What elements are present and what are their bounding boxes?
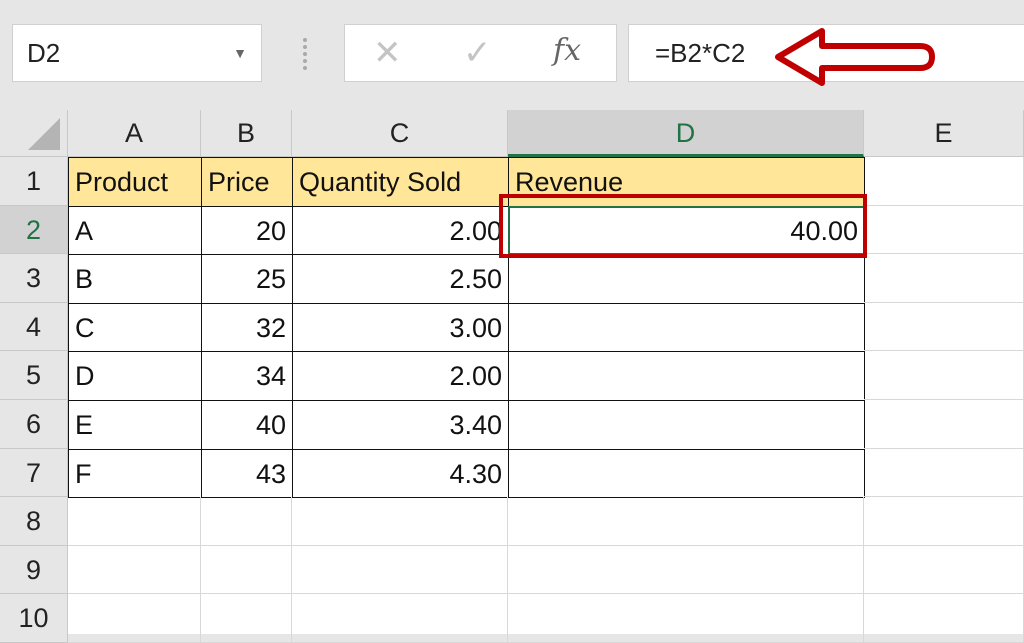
row-header-9[interactable]: 9 [0, 545, 68, 595]
cell-D6[interactable] [508, 400, 865, 450]
chevron-down-icon[interactable]: ▼ [233, 45, 247, 61]
cell-D10[interactable] [508, 594, 864, 643]
cell-B4[interactable]: 32 [201, 302, 293, 353]
column-header-D[interactable]: D [508, 110, 864, 157]
name-box-value: D2 [27, 38, 61, 68]
cell-C3[interactable]: 2.50 [292, 254, 509, 304]
name-box[interactable]: D2 ▼ [12, 24, 262, 82]
formula-input[interactable]: =B2*C2 [628, 24, 1024, 82]
cell-B6[interactable]: 40 [201, 400, 293, 450]
close-icon[interactable]: ✕ [373, 34, 402, 72]
cell-A5[interactable]: D [68, 351, 202, 401]
row-header-4[interactable]: 4 [0, 302, 68, 352]
cell-C2[interactable]: 2.00 [292, 205, 509, 256]
row-header-6[interactable]: 6 [0, 400, 68, 449]
divider-handle[interactable] [303, 38, 309, 70]
cell-A10[interactable] [68, 594, 201, 643]
formula-text: =B2*C2 [655, 38, 746, 68]
cell-B8[interactable] [201, 497, 292, 546]
column-header-B[interactable]: B [201, 110, 292, 157]
formula-buttons: ✕ ✓ fx [344, 24, 617, 82]
cell-D7[interactable] [508, 448, 865, 499]
cell-A9[interactable] [68, 545, 201, 595]
cell-B10[interactable] [201, 594, 292, 643]
cell-C4[interactable]: 3.00 [292, 302, 509, 353]
cell-C1[interactable]: Quantity Sold [292, 157, 509, 207]
column-header-C[interactable]: C [292, 110, 508, 157]
select-all-icon [28, 118, 60, 150]
cell-D4[interactable] [508, 302, 865, 353]
select-all-button[interactable] [0, 110, 68, 157]
cell-A1[interactable]: Product [68, 157, 202, 207]
cell-D5[interactable] [508, 351, 865, 401]
cell-E4[interactable] [864, 302, 1024, 352]
cell-C6[interactable]: 3.40 [292, 400, 509, 450]
cell-D1[interactable]: Revenue [508, 157, 865, 207]
row-header-8[interactable]: 8 [0, 497, 68, 546]
row-header-10[interactable]: 10 [0, 594, 68, 643]
highlight-box [499, 193, 867, 259]
cell-B2[interactable]: 20 [201, 205, 293, 256]
column-header-E[interactable]: E [864, 110, 1024, 157]
fx-icon[interactable]: fx [553, 33, 582, 68]
check-icon[interactable]: ✓ [463, 34, 492, 72]
row-header-2[interactable]: 2 [0, 205, 68, 255]
cell-A7[interactable]: F [68, 448, 202, 499]
cell-B5[interactable]: 34 [201, 351, 293, 401]
row-header-5[interactable]: 5 [0, 351, 68, 400]
row-header-7[interactable]: 7 [0, 448, 68, 498]
cell-B7[interactable]: 43 [201, 448, 293, 499]
cell-E2[interactable] [864, 205, 1024, 255]
cell-C9[interactable] [292, 545, 508, 595]
cell-A3[interactable]: B [68, 254, 202, 304]
spreadsheet-grid[interactable]: A B C D E 1 Product Price Quantity Sold Revenue 2 A… [0, 110, 1024, 643]
cell-A2[interactable]: A [68, 205, 202, 256]
column-header-A[interactable]: A [68, 110, 201, 157]
cell-E5[interactable] [864, 351, 1024, 400]
row-header-3[interactable]: 3 [0, 254, 68, 303]
cell-D3[interactable] [508, 254, 865, 304]
cell-E6[interactable] [864, 400, 1024, 449]
cell-E3[interactable] [864, 254, 1024, 303]
cell-E10[interactable] [864, 594, 1024, 643]
cell-E9[interactable] [864, 545, 1024, 595]
row-header-1[interactable]: 1 [0, 157, 68, 206]
cell-D8[interactable] [508, 497, 864, 546]
cell-C8[interactable] [292, 497, 508, 546]
cell-E8[interactable] [864, 497, 1024, 546]
red-arrow-icon [775, 28, 935, 86]
cell-C5[interactable]: 2.00 [292, 351, 509, 401]
cell-C7[interactable]: 4.30 [292, 448, 509, 499]
cell-A4[interactable]: C [68, 302, 202, 353]
cell-B1[interactable]: Price [201, 157, 293, 207]
cell-E7[interactable] [864, 448, 1024, 498]
cell-A6[interactable]: E [68, 400, 202, 450]
cell-B9[interactable] [201, 545, 292, 595]
cell-D9[interactable] [508, 545, 864, 595]
cell-A8[interactable] [68, 497, 201, 546]
cell-C10[interactable] [292, 594, 508, 643]
cell-B3[interactable]: 25 [201, 254, 293, 304]
cell-E1[interactable] [864, 157, 1024, 206]
